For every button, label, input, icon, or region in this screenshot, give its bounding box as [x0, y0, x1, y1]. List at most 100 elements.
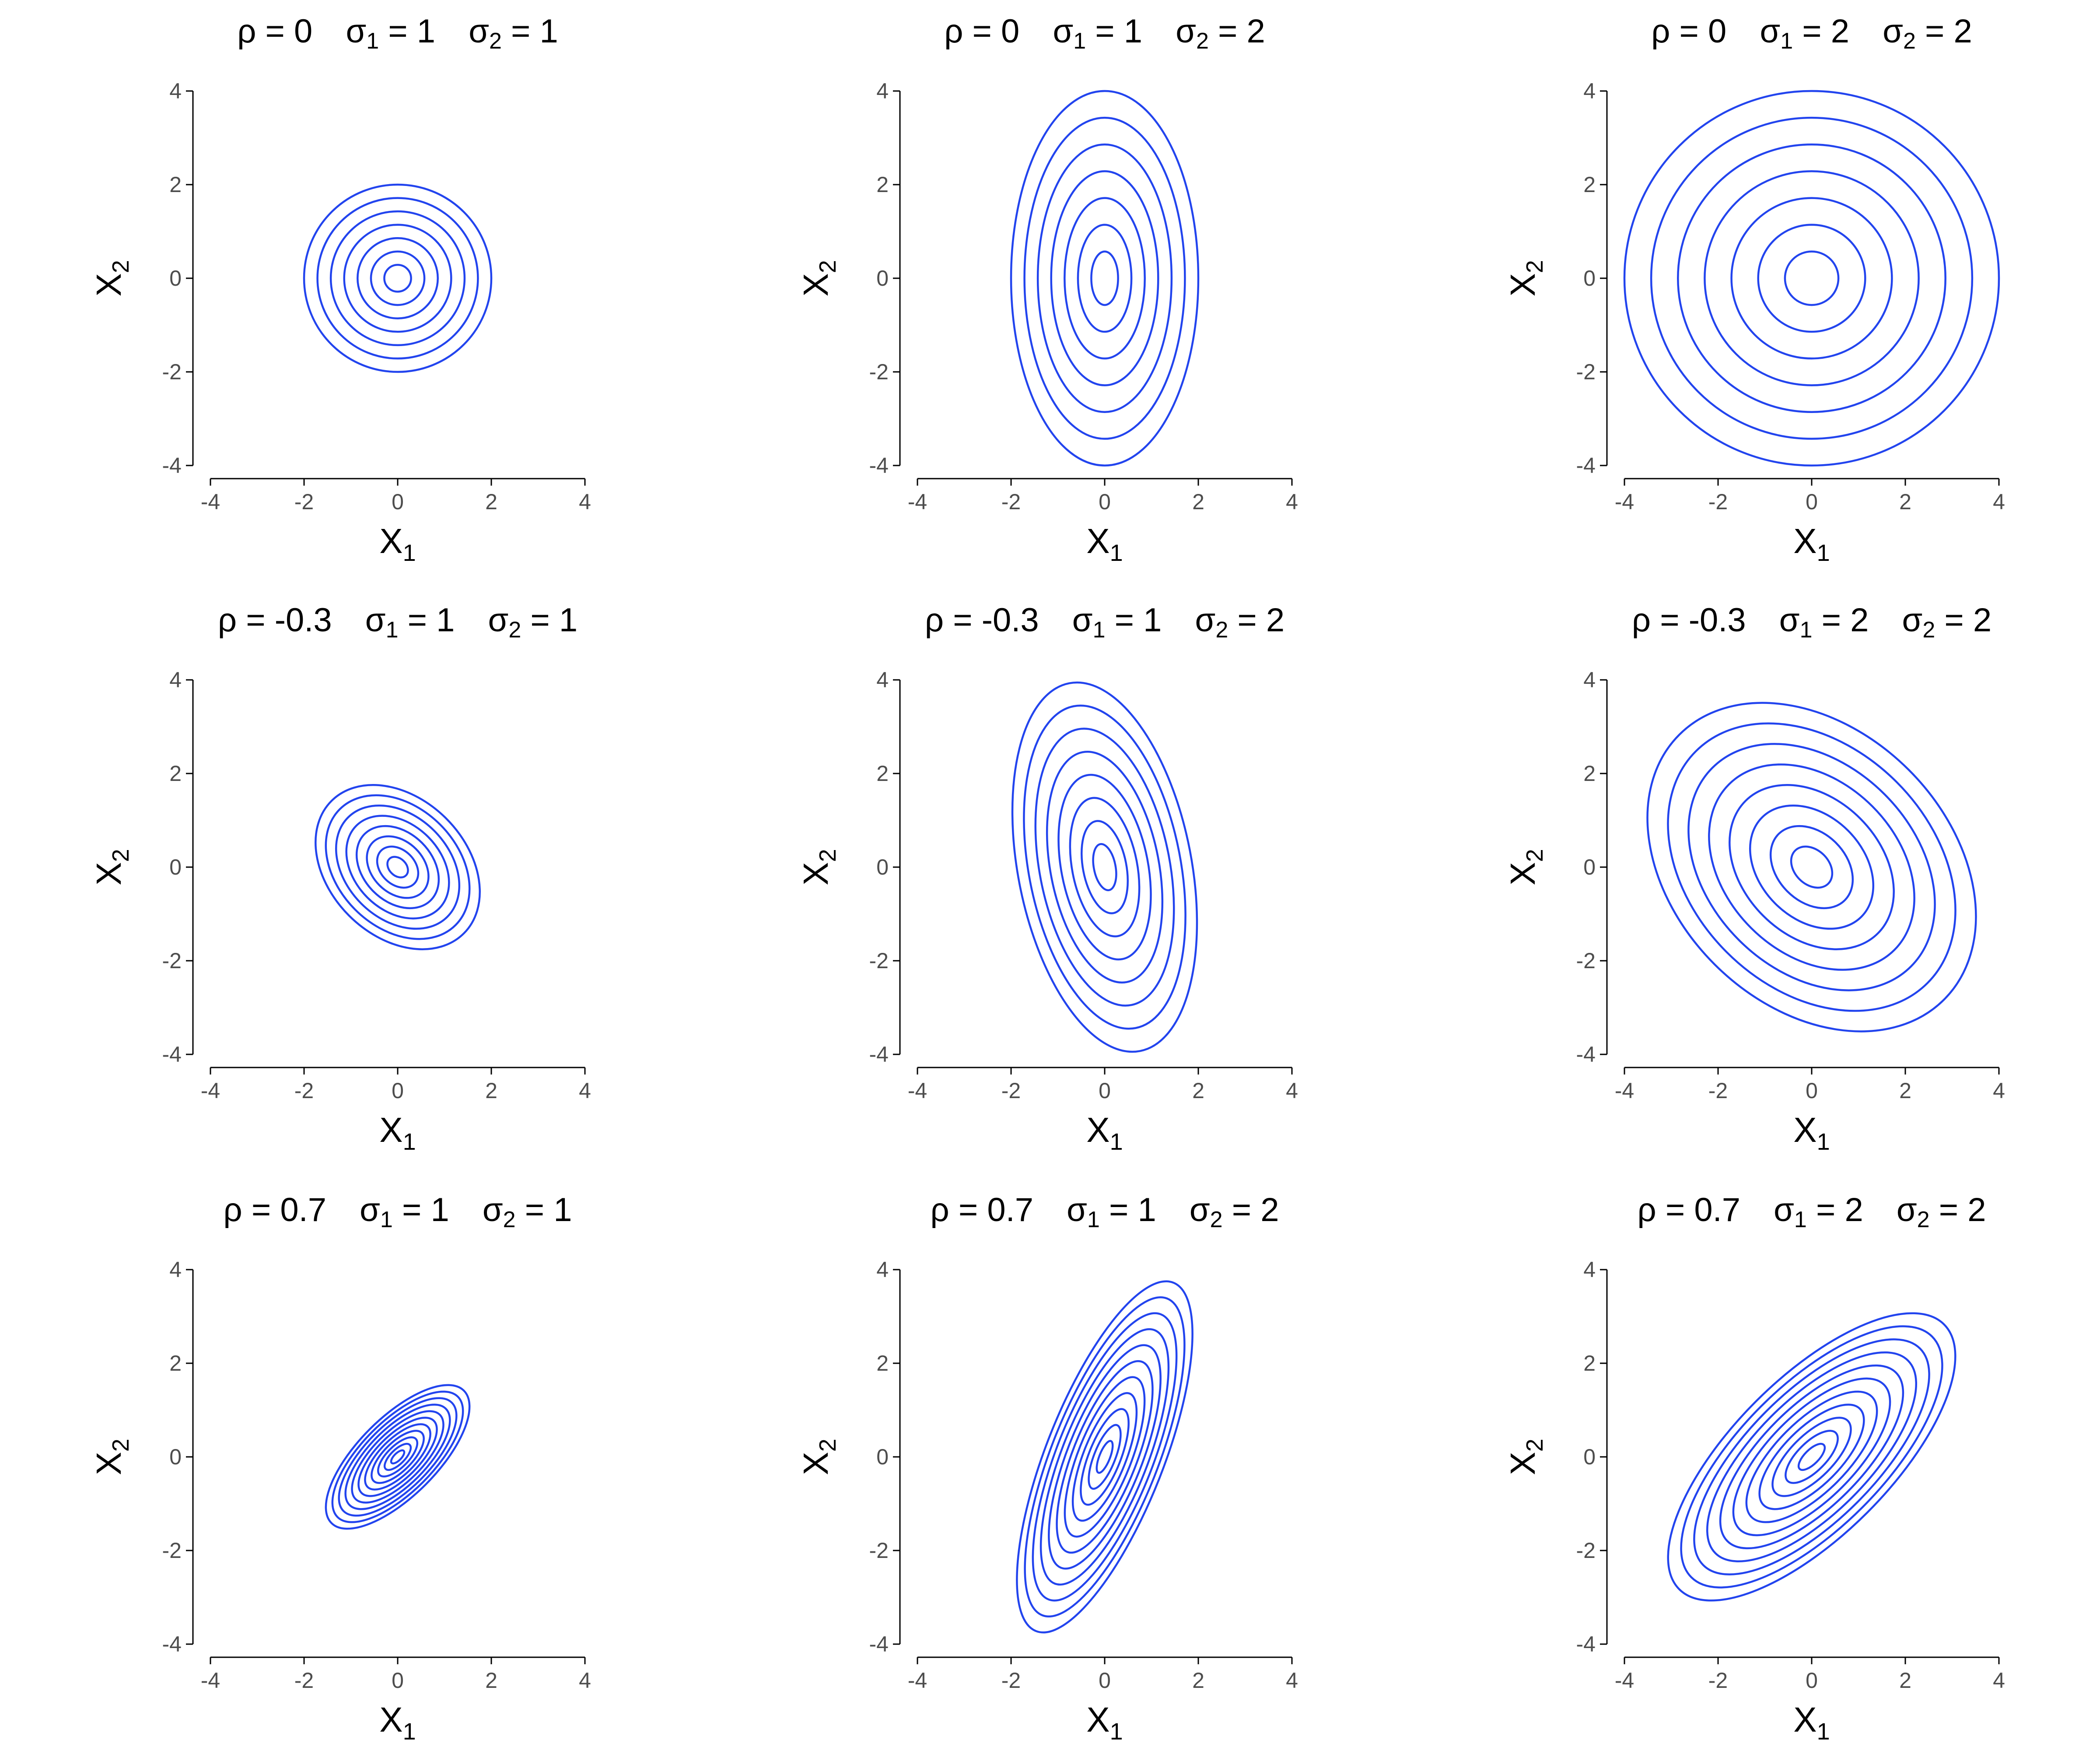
sigma2-value: 2	[1260, 1191, 1279, 1228]
sigma1-subscript: 1	[366, 28, 379, 54]
contour-line	[329, 210, 466, 346]
rho-symbol: ρ =	[1632, 602, 1689, 639]
y-axis-title-main: X	[796, 1452, 835, 1475]
equals-sign: =	[1916, 13, 1954, 50]
contour-line	[1040, 1328, 1170, 1586]
sigma2-value: 2	[1954, 13, 1972, 50]
y-tick-label: -2	[162, 1538, 182, 1563]
y-axis-title: X2	[796, 1438, 841, 1475]
equals-sign: =	[393, 1191, 431, 1228]
sigma1-subscript: 1	[1780, 28, 1793, 54]
sigma1-value: 2	[1850, 602, 1869, 639]
panel-title: ρ = -0.3 σ1 = 2 σ2 = 2	[1632, 602, 1992, 643]
equals-sign: =	[1106, 602, 1144, 639]
y-axis-title-main: X	[796, 862, 835, 885]
contour-line	[1050, 170, 1159, 386]
x-tick-label: -2	[294, 1078, 314, 1103]
x-tick-label: -4	[201, 1668, 220, 1693]
equals-sign: =	[379, 13, 417, 50]
sigma1-value: 1	[1138, 1191, 1156, 1228]
sigma2-value: 2	[1266, 602, 1284, 639]
equals-sign: =	[399, 602, 437, 639]
contour-line	[1730, 197, 1893, 360]
sigma1-subscript: 1	[1087, 1207, 1100, 1232]
x-axis-title: X1	[1793, 522, 1830, 566]
contour-line	[1769, 825, 1854, 910]
y-tick-label: 4	[876, 79, 889, 103]
contour-line	[343, 224, 452, 333]
contour-line	[357, 1417, 438, 1497]
x-tick-label: -2	[1001, 1668, 1021, 1693]
sigma2-subscript: 2	[508, 617, 521, 643]
contour-line	[338, 1397, 458, 1517]
sigma2-symbol: σ	[449, 1191, 503, 1228]
x-tick-label: 2	[1192, 490, 1204, 514]
y-tick-label: 4	[169, 1257, 182, 1282]
contour-line	[1032, 1312, 1178, 1602]
contour-line	[1036, 144, 1173, 413]
y-axis-title-main: X	[89, 862, 128, 885]
contour-line	[331, 1390, 464, 1523]
x-axis-title-main: X	[1086, 1110, 1110, 1149]
contour-line	[345, 815, 450, 920]
rho-symbol: ρ =	[931, 1191, 987, 1228]
rho-symbol: ρ =	[1651, 13, 1708, 50]
x-axis-title: X1	[379, 1700, 416, 1745]
contour-line	[1749, 804, 1875, 930]
x-tick-label: -2	[1708, 490, 1728, 514]
panel-title: ρ = 0 σ1 = 1 σ2 = 2	[944, 13, 1265, 54]
equals-sign: =	[1930, 1191, 1968, 1228]
rho-value: -0.3	[275, 602, 332, 639]
sigma2-subscript: 2	[1903, 28, 1916, 54]
y-tick-label: -2	[1576, 360, 1596, 384]
sigma2-value: 1	[540, 13, 558, 50]
y-tick-label: 0	[876, 1445, 889, 1469]
sigma2-value: 1	[553, 1191, 572, 1228]
contour-line	[1064, 197, 1146, 360]
x-tick-label: 4	[579, 1078, 591, 1103]
y-axis-title: X2	[796, 849, 841, 885]
sigma1-symbol: σ	[312, 13, 366, 50]
contour-line	[1071, 1392, 1138, 1522]
x-tick-label: 4	[1286, 1668, 1298, 1693]
x-tick-label: -2	[294, 490, 314, 514]
x-tick-label: 0	[392, 1078, 404, 1103]
sigma1-subscript: 1	[1093, 617, 1106, 643]
contour-line	[1077, 224, 1133, 333]
x-tick-label: -4	[1615, 1078, 1634, 1103]
y-axis-title-main: X	[89, 273, 128, 296]
x-tick-label: -2	[1708, 1668, 1728, 1693]
contour-line	[1745, 1390, 1878, 1523]
contour-line	[383, 1442, 412, 1471]
y-tick-label: -4	[162, 1632, 182, 1656]
y-axis-title-subscript: 2	[108, 1438, 134, 1452]
sigma1-symbol: σ	[1019, 13, 1073, 50]
sigma2-value: 1	[559, 602, 578, 639]
rho-value: 0	[1708, 13, 1726, 50]
sigma2-symbol: σ	[1156, 1191, 1210, 1228]
panel-title: ρ = 0.7 σ1 = 1 σ2 = 1	[224, 1191, 572, 1232]
y-tick-label: 2	[876, 1351, 889, 1376]
contour-line	[1046, 751, 1164, 984]
y-tick-label: -2	[1576, 948, 1596, 973]
equals-sign: =	[1209, 13, 1247, 50]
contour-line	[371, 1430, 425, 1484]
contour-line	[1757, 224, 1866, 333]
contour-line	[1790, 845, 1834, 889]
x-tick-label: -2	[1001, 1078, 1021, 1103]
x-axis-title: X1	[379, 522, 416, 566]
x-tick-label: 4	[1993, 1078, 2005, 1103]
panel-title: ρ = -0.3 σ1 = 1 σ2 = 2	[925, 602, 1284, 643]
y-axis-title-subscript: 2	[1522, 1438, 1548, 1452]
sigma2-symbol: σ	[455, 602, 508, 639]
y-axis-title: X2	[796, 260, 841, 296]
equals-sign: =	[1793, 13, 1831, 50]
x-tick-label: -4	[908, 1668, 927, 1693]
contour-line	[1732, 1377, 1891, 1536]
